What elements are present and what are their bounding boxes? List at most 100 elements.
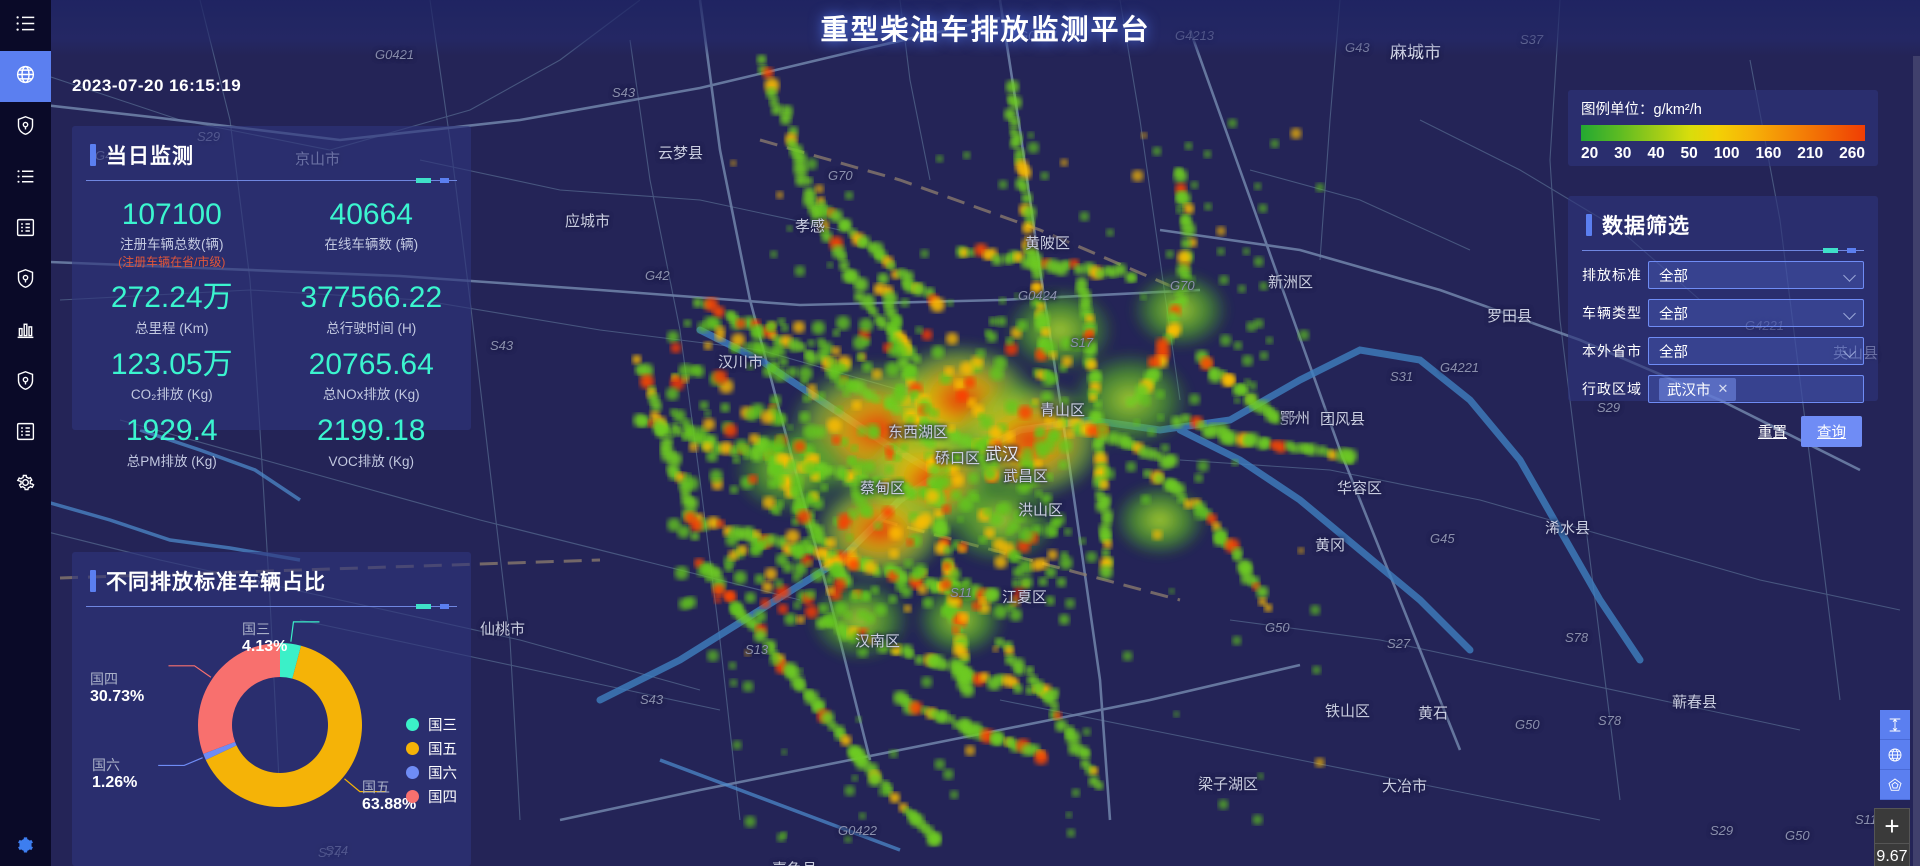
emission-point	[959, 649, 969, 659]
emission-point	[959, 497, 973, 511]
select-value: 全部	[1659, 341, 1688, 362]
filter-province[interactable]: 全部	[1648, 337, 1864, 365]
emission-point	[1299, 330, 1310, 341]
sidebar-item-stats[interactable]	[0, 306, 51, 357]
emission-point	[1010, 551, 1022, 563]
emission-point	[1005, 400, 1019, 414]
emission-point	[961, 683, 975, 697]
emission-point	[854, 277, 869, 292]
emission-point	[736, 319, 746, 329]
emission-point	[950, 451, 961, 462]
emission-point	[904, 605, 912, 613]
emission-point	[887, 261, 896, 270]
filter-vehicle-type[interactable]: 全部	[1648, 299, 1864, 327]
emission-point	[904, 559, 913, 568]
emission-point	[1203, 150, 1211, 158]
emission-point	[991, 254, 1002, 265]
emission-point	[801, 378, 808, 385]
emission-point	[859, 812, 866, 819]
emission-point	[750, 325, 763, 338]
sidebar-item-alarm[interactable]	[0, 255, 51, 306]
map-tool-draw[interactable]	[1880, 770, 1910, 800]
sidebar-item-monitor[interactable]	[0, 102, 51, 153]
emission-point	[689, 443, 698, 452]
emission-point	[972, 441, 985, 454]
legend-item[interactable]: 国六	[406, 760, 457, 784]
emission-point	[794, 440, 806, 452]
donut-chart[interactable]: 国三 4.13% 国五 63.88% 国六 1.26% 国四 30.73% 国三 国五 国六 国四	[72, 607, 471, 857]
reset-button[interactable]: 重置	[1758, 421, 1787, 442]
emission-point	[939, 660, 949, 670]
panel-header: 数据筛选	[1568, 196, 1878, 248]
emission-point	[922, 597, 933, 608]
emission-point	[968, 473, 979, 484]
stat-label: CO₂排放 (Kg)	[72, 383, 272, 403]
emission-point	[1233, 553, 1242, 562]
emission-point	[1246, 321, 1257, 332]
sidebar-item-report[interactable]	[0, 204, 51, 255]
filter-rows: 排放标准 全部 车辆类型 全部 本外省市 全部 行政区域 武汉市 ✕	[1568, 261, 1878, 403]
emission-point	[1102, 549, 1111, 558]
map-tool-layers[interactable]	[1880, 740, 1910, 770]
emission-point	[994, 605, 1008, 619]
emission-point	[1122, 651, 1132, 661]
page-scrollbar[interactable]	[1913, 56, 1920, 866]
emission-point	[792, 573, 802, 583]
legend-item[interactable]: 国四	[406, 784, 457, 808]
emission-point	[762, 67, 773, 78]
donut-legend[interactable]: 国三 国五 国六 国四	[406, 712, 457, 808]
stat-card: 20765.64 总NOx排放 (Kg)	[272, 345, 472, 407]
emission-point	[803, 424, 818, 439]
sidebar-bottom-gear[interactable]	[0, 837, 51, 856]
emission-point	[773, 595, 780, 602]
emission-point	[891, 403, 902, 414]
emission-point	[1014, 665, 1024, 675]
stat-card: 40664 在线车辆数 (辆)	[272, 195, 472, 274]
emission-point	[931, 345, 944, 358]
emission-point	[699, 401, 708, 410]
sidebar-item-archive[interactable]	[0, 408, 51, 459]
sidebar-item-list[interactable]	[0, 153, 51, 204]
sidebar-item-settings[interactable]	[0, 459, 51, 510]
legend-item[interactable]: 国三	[406, 712, 457, 736]
emission-point	[796, 615, 805, 624]
donut-value-label: 4.13%	[242, 638, 287, 656]
legend-tick: 50	[1681, 145, 1698, 163]
emission-point	[1038, 577, 1047, 586]
emission-point	[803, 461, 817, 475]
filter-emission-standard[interactable]: 全部	[1648, 261, 1864, 289]
map-tool-measure[interactable]	[1880, 710, 1910, 740]
emission-point	[1040, 172, 1049, 181]
close-icon[interactable]: ✕	[1718, 381, 1729, 397]
emission-point	[993, 538, 1007, 552]
emission-point	[818, 207, 825, 214]
sidebar-item-map[interactable]	[0, 51, 51, 102]
emission-point	[812, 321, 826, 335]
donut-leader-line	[168, 666, 210, 677]
emission-point	[896, 477, 903, 484]
filter-district[interactable]: 武汉市 ✕	[1648, 375, 1864, 403]
emission-point	[1045, 415, 1055, 425]
query-button[interactable]: 查询	[1801, 416, 1862, 447]
emission-point	[1047, 549, 1058, 560]
emission-point	[857, 646, 868, 657]
zoom-in-button[interactable]: +	[1874, 808, 1910, 844]
emission-point	[724, 424, 738, 438]
sidebar-item-inspection[interactable]	[0, 357, 51, 408]
emission-point	[1089, 394, 1097, 402]
emission-point	[1114, 264, 1127, 277]
emission-point	[1082, 749, 1091, 758]
donut-slice[interactable]	[198, 643, 280, 754]
donut-value-label: 30.73%	[90, 688, 144, 706]
emission-point	[1009, 608, 1022, 621]
emission-point	[1061, 356, 1072, 367]
legend-item[interactable]: 国五	[406, 736, 457, 760]
emission-point	[1189, 394, 1200, 405]
stat-card: 123.05万 CO₂排放 (Kg)	[72, 345, 272, 407]
emission-point	[1129, 274, 1137, 282]
emission-point	[1035, 490, 1042, 497]
emission-point	[714, 596, 721, 603]
emission-point	[957, 516, 963, 522]
emission-point	[903, 365, 918, 380]
sidebar-item-menu[interactable]	[0, 0, 51, 51]
